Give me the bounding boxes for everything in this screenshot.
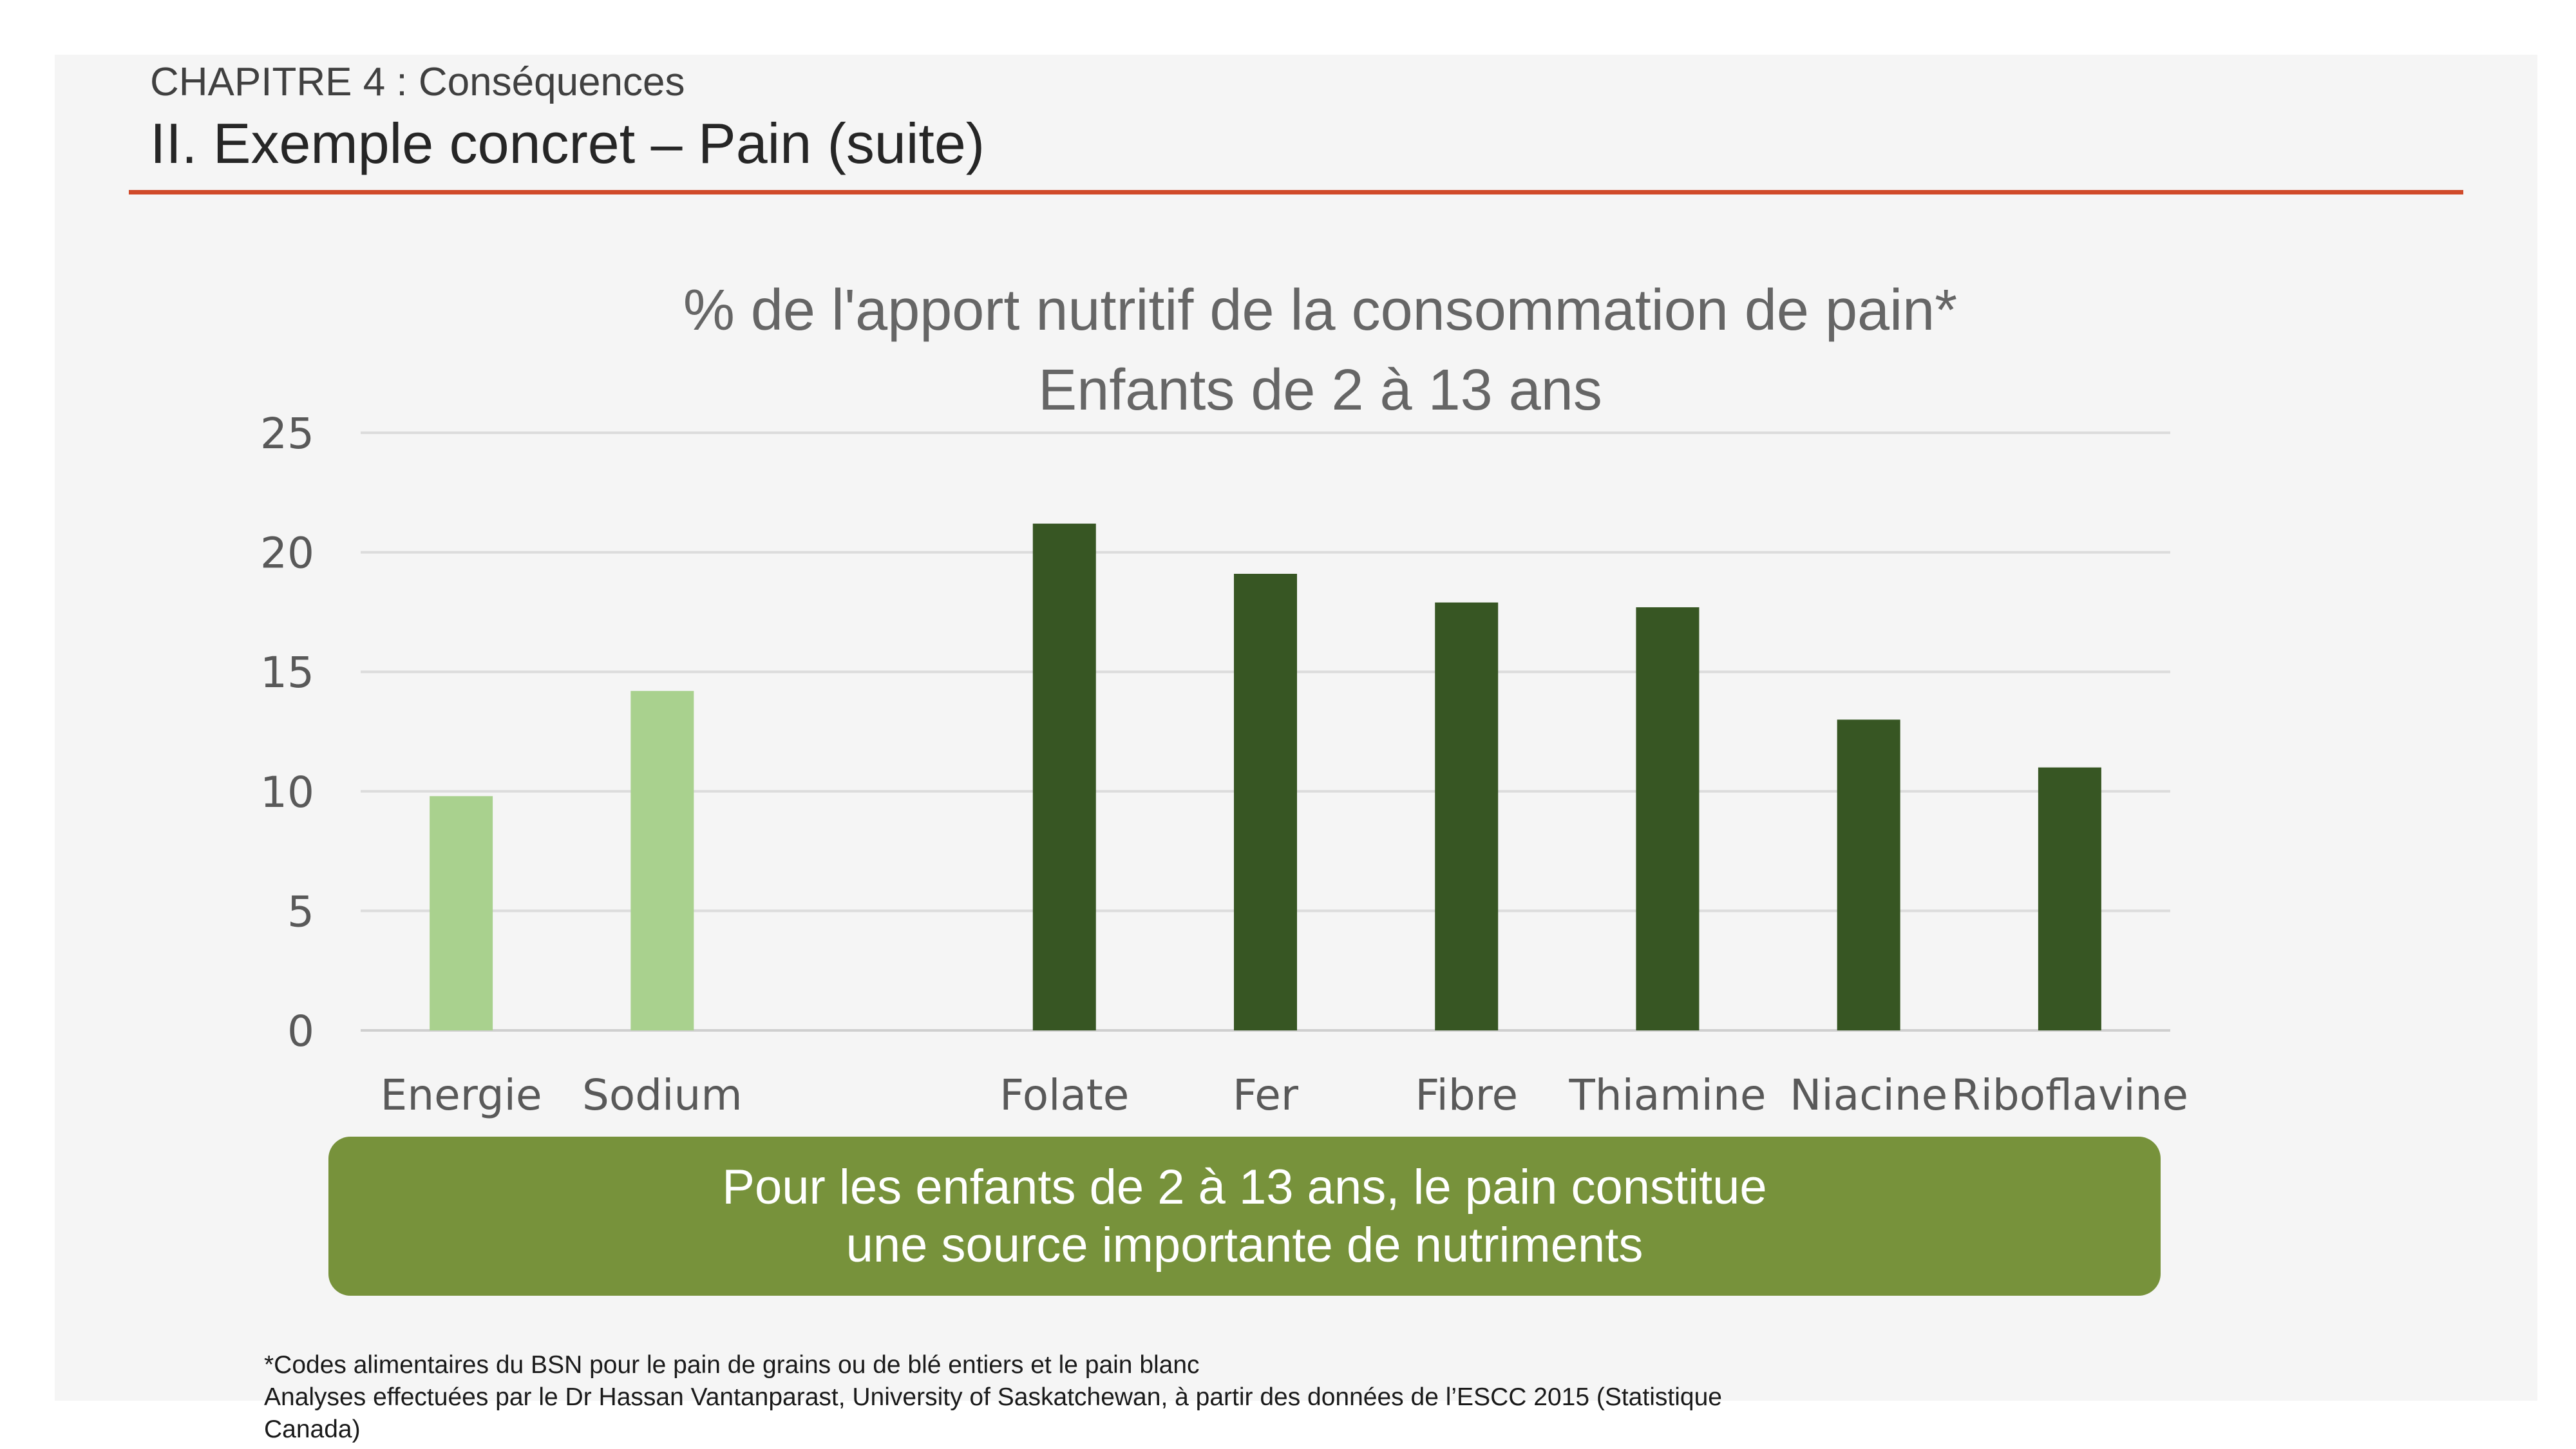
chart-subtitle: Enfants de 2 à 13 ans [1038,358,1602,422]
callout-box: Pour les enfants de 2 à 13 ans, le pain … [328,1137,2161,1296]
footnotes: *Codes alimentaires du BSN pour le pain … [264,1349,1722,1446]
chart-title: % de l'apport nutritif de la consommatio… [683,278,1958,343]
bar-energie [430,796,493,1030]
callout-line-1: Pour les enfants de 2 à 13 ans, le pain … [722,1159,1767,1215]
y-tick-label: 20 [260,529,314,578]
footnote-line-2: Analyses effectuées par le Dr Hassan Van… [264,1383,1722,1411]
chart-bars [430,524,2101,1030]
bar-riboflavine [2038,767,2101,1030]
x-tick-label-riboflavine: Riboflavine [1951,1070,2188,1120]
x-tick-label-fibre: Fibre [1415,1070,1518,1120]
x-tick-label-fer: Fer [1233,1070,1299,1120]
chart-y-tick-labels: 0 5 10 15 20 25 [260,409,314,1056]
chart-title-block: % de l'apport nutritif de la consommatio… [386,270,2254,430]
bar-thiamine [1636,607,1700,1030]
bar-sodium [630,690,694,1030]
y-tick-label: 0 [287,1007,314,1056]
x-tick-label-sodium: Sodium [582,1070,743,1120]
bar-fibre [1435,602,1499,1030]
bar-niacine [1837,719,1900,1030]
bar-folate [1032,524,1096,1030]
y-tick-label: 25 [260,409,314,459]
y-tick-label: 15 [260,648,314,697]
x-tick-label-energie: Energie [381,1070,542,1120]
bar-fer [1234,574,1297,1030]
chart-x-tick-labels: Energie Sodium Folate Fer Fibre Thiamine Niaci… [381,1070,2188,1120]
slide-title: II. Exemple concret – Pain (suite) [150,111,985,175]
x-tick-label-thiamine: Thiamine [1568,1070,1766,1120]
callout-line-2: une source importante de nutriments [846,1217,1643,1273]
x-tick-label-niacine: Niacine [1790,1070,1947,1120]
chapter-label: CHAPITRE 4 : Conséquences [150,60,685,104]
x-tick-label-folate: Folate [999,1070,1129,1120]
footnote-line-1: *Codes alimentaires du BSN pour le pain … [264,1351,1200,1379]
y-tick-label: 10 [260,768,314,817]
footnote-line-3: Canada) [264,1416,361,1443]
y-tick-label: 5 [287,887,314,936]
title-divider [129,190,2463,194]
